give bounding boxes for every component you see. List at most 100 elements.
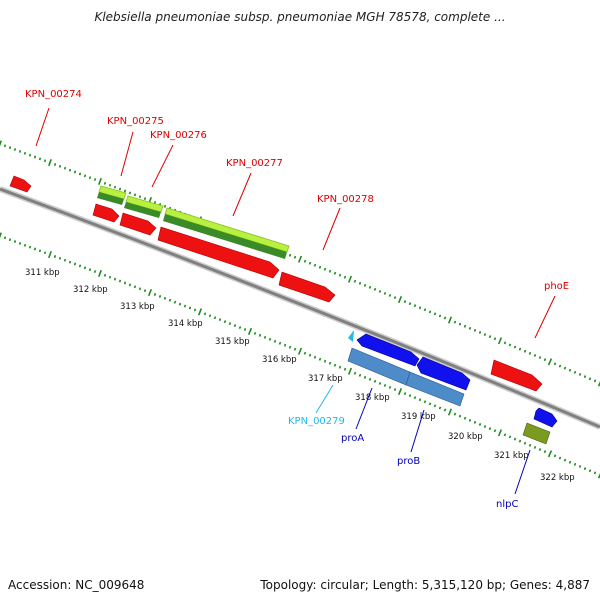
gene-label-kpn-00274[interactable]: KPN_00274 — [25, 89, 82, 100]
gene-label-kpn-00276[interactable]: KPN_00276 — [150, 130, 207, 141]
minor-tick — [583, 467, 587, 471]
red-genes — [9, 175, 543, 392]
major-tick — [447, 316, 453, 324]
minor-tick — [463, 416, 467, 420]
minor-tick — [83, 174, 87, 178]
minor-tick — [303, 259, 307, 263]
gene-phoe[interactable] — [490, 359, 543, 392]
minor-tick — [208, 314, 212, 318]
minor-tick — [353, 279, 357, 283]
minor-tick — [418, 398, 422, 402]
minor-tick — [513, 437, 517, 441]
minor-tick — [573, 370, 577, 374]
minor-tick — [323, 359, 327, 363]
backbone — [0, 186, 600, 430]
gene-label-kpn-00279[interactable]: KPN_00279 — [288, 416, 345, 427]
gene-nlpc[interactable] — [522, 422, 551, 445]
minor-tick — [3, 144, 7, 148]
minor-tick — [438, 406, 442, 410]
gene-block-blue[interactable] — [416, 356, 471, 391]
label-leaders — [35, 107, 556, 495]
gene-label-proa[interactable]: proA — [341, 433, 364, 444]
major-tick — [497, 337, 503, 345]
major-tick — [0, 232, 2, 239]
scale-label: 318 kbp — [355, 393, 390, 403]
major-tick — [197, 308, 203, 316]
gene-label-phoe[interactable]: phoE — [544, 281, 569, 292]
minor-tick — [123, 281, 127, 285]
minor-tick — [563, 366, 567, 370]
minor-tick — [443, 316, 447, 320]
minor-tick — [108, 183, 112, 187]
gene-block-blue[interactable] — [356, 333, 420, 367]
minor-tick — [423, 308, 427, 312]
minor-tick — [43, 251, 47, 255]
green-gene-blocks — [97, 185, 290, 259]
gene-label-kpn-00278[interactable]: KPN_00278 — [317, 194, 374, 205]
gene-kpn-00275[interactable] — [92, 203, 120, 223]
minor-tick — [328, 361, 332, 365]
gene-block-dark-green[interactable] — [124, 202, 161, 218]
gene-kpn-00274[interactable] — [9, 175, 32, 193]
minor-tick — [393, 296, 397, 300]
minor-tick — [93, 270, 97, 273]
minor-tick — [308, 261, 312, 265]
minor-tick — [593, 379, 597, 383]
major-tick — [297, 347, 303, 355]
minor-tick — [338, 273, 342, 277]
minor-tick — [293, 347, 297, 351]
minor-tick — [153, 293, 157, 296]
gene-block-steel[interactable] — [405, 371, 465, 407]
minor-tick — [558, 456, 562, 460]
gene-block-dark-green[interactable] — [97, 192, 124, 205]
gene-kpn-00279[interactable] — [348, 330, 354, 342]
minor-tick — [233, 324, 237, 328]
gene-label-prob[interactable]: proB — [397, 456, 420, 467]
scale-label: 312 kbp — [73, 285, 108, 295]
minor-tick — [63, 166, 67, 170]
gene-block-blue[interactable] — [533, 407, 558, 428]
minor-tick — [293, 255, 297, 259]
minor-tick — [478, 422, 482, 426]
minor-tick — [478, 330, 482, 334]
minor-tick — [563, 458, 567, 462]
major-tick — [297, 255, 303, 263]
minor-tick — [78, 264, 82, 268]
minor-tick — [433, 404, 437, 408]
minor-tick — [458, 414, 462, 418]
minor-tick — [468, 418, 472, 422]
minor-tick — [533, 353, 537, 357]
minor-tick — [163, 204, 167, 208]
minor-tick — [58, 164, 62, 168]
minor-tick — [503, 341, 507, 345]
minor-tick — [553, 454, 557, 458]
gene-label-nlpc[interactable]: nlpC — [496, 499, 518, 510]
minor-tick — [3, 236, 7, 240]
gene-label-kpn-00277[interactable]: KPN_00277 — [226, 158, 283, 169]
minor-tick — [168, 298, 172, 302]
gene-label-kpn-00275[interactable]: KPN_00275 — [107, 116, 164, 127]
minor-tick — [58, 256, 62, 260]
gene-kpn-00276[interactable] — [119, 212, 157, 236]
minor-tick — [138, 195, 142, 199]
gene-kpn-00278[interactable] — [278, 271, 336, 303]
scale-label: 320 kbp — [448, 432, 483, 442]
minor-tick — [33, 247, 37, 251]
scale-label: 317 kbp — [308, 374, 343, 384]
minor-tick — [483, 333, 487, 337]
minor-tick — [508, 343, 512, 347]
minor-tick — [13, 240, 17, 243]
minor-tick — [68, 260, 72, 264]
minor-tick — [568, 460, 572, 464]
minor-tick — [103, 273, 107, 277]
gene-kpn-00277[interactable] — [157, 226, 280, 279]
minor-tick — [438, 314, 442, 318]
blue-genes — [347, 330, 558, 445]
minor-tick — [323, 267, 327, 271]
minor-tick — [453, 320, 457, 324]
gene-block-dark-green[interactable] — [163, 214, 287, 259]
minor-tick — [388, 293, 392, 297]
minor-tick — [33, 155, 37, 159]
minor-tick — [118, 279, 122, 283]
